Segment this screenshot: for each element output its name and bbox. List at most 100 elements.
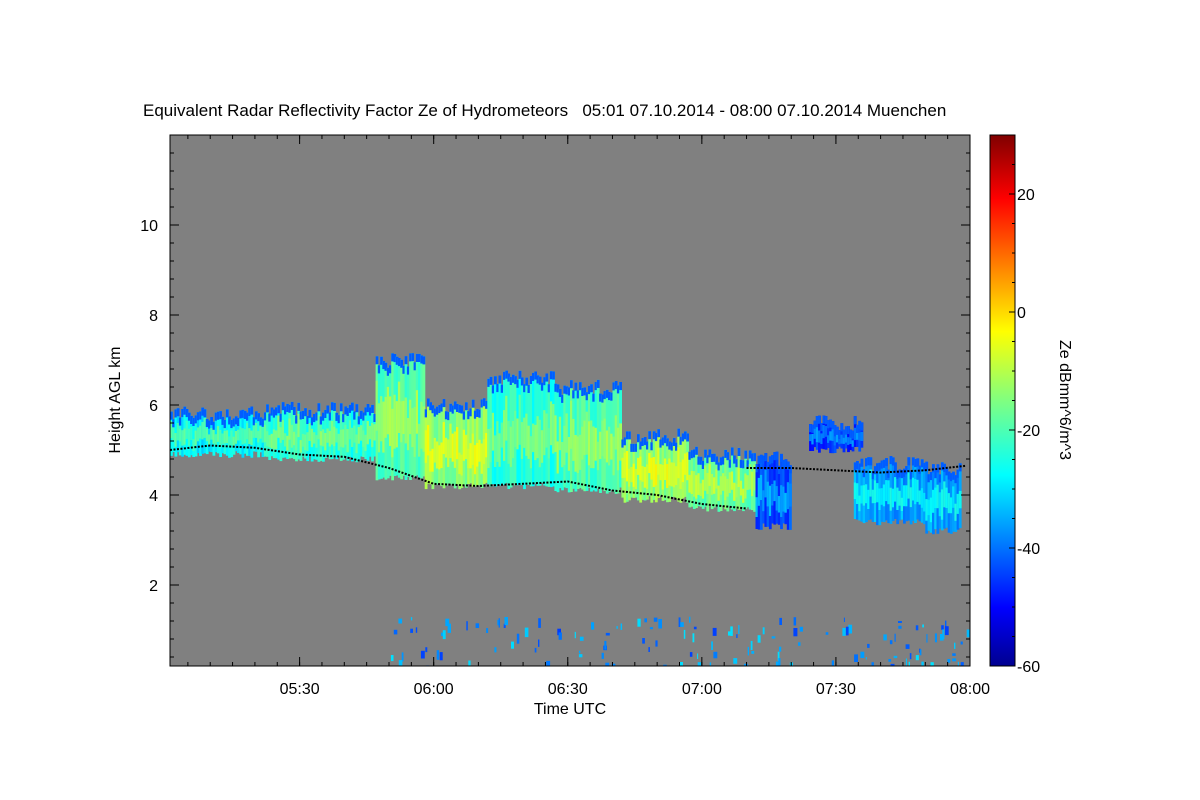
cloud-edge-cell [903, 468, 906, 477]
cloud-edge-cell [507, 373, 511, 382]
surface-echo [831, 660, 834, 666]
cloud-edge-cell [596, 379, 600, 388]
cloud-edge-cell [438, 405, 441, 414]
cloud-core-cell [907, 472, 911, 499]
cloud-edge-cell [406, 366, 410, 375]
surface-echo [393, 629, 398, 635]
cloud-core-cell [666, 464, 669, 488]
cloud-edge-cell [393, 354, 397, 363]
cloud-cell [232, 418, 236, 455]
surface-echo [538, 639, 540, 647]
cloud-edge-cell [869, 457, 873, 466]
cloud-core-cell [695, 475, 698, 499]
cloud-core-cell [701, 479, 705, 499]
cloud-cell [431, 405, 435, 490]
cloud-edge-cell [856, 424, 859, 433]
cloud-edge-cell [563, 385, 567, 394]
surface-echo [578, 654, 583, 658]
y-tick-label: 6 [149, 398, 158, 415]
cloud-core-cell [183, 428, 187, 445]
cloud-edge-cell [554, 383, 558, 392]
cloud-edge-cell [228, 416, 231, 425]
cloud-core-cell [201, 421, 205, 440]
cloud-core-cell [657, 447, 660, 475]
cloud-core-cell [708, 463, 712, 486]
cloud-core-cell [688, 474, 692, 493]
cloud-core-cell [873, 480, 877, 503]
cloud-core-cell [248, 428, 251, 444]
cloud-edge-cell [529, 375, 533, 384]
cloud-core-cell [418, 423, 421, 457]
cloud-core-cell [304, 434, 307, 450]
surface-echo [497, 619, 500, 626]
cloud-core-cell [641, 466, 645, 482]
cloud-region [375, 353, 426, 481]
cloud-edge-cell [567, 387, 571, 396]
cloud-core-cell [860, 485, 864, 504]
cloud-edge-cell [556, 384, 560, 393]
cloud-core-cell [272, 429, 276, 450]
cloud-core-cell [337, 433, 341, 451]
cloud-core-cell [809, 434, 812, 442]
cloud-core-cell [373, 424, 377, 441]
cloud-core-cell [757, 477, 761, 506]
cloud-edge-cell [259, 417, 263, 426]
cloud-edge-cell [257, 413, 260, 422]
cloud-core-cell [489, 428, 493, 463]
cloud-edge-cell [916, 458, 920, 467]
cloud-edge-cell [574, 382, 578, 391]
cloud-edge-cell [838, 430, 841, 439]
cloud-edge-cell [525, 377, 529, 386]
cloud-core-cell [221, 433, 225, 445]
cloud-core-cell [290, 424, 294, 448]
cloud-edge-cell [471, 399, 475, 408]
cloud-core-cell [759, 474, 763, 500]
cloud-core-cell [938, 492, 942, 517]
cloud-edge-cell [339, 403, 343, 412]
cloud-core-cell [755, 497, 759, 517]
cloud-edge-cell [822, 415, 826, 424]
cloud-core-cell [777, 496, 781, 513]
surface-echo [954, 642, 956, 649]
cloud-core-cell [746, 475, 750, 490]
cloud-edge-cell [695, 446, 698, 455]
title-time-range: 05:01 07.10.2014 - 08:00 07.10.2014 [582, 101, 862, 120]
cloud-core-cell [838, 438, 841, 445]
cloud-core-cell [540, 430, 544, 463]
cloud-region [170, 406, 265, 458]
surface-echo [494, 647, 497, 653]
cloud-edge-cell [728, 459, 732, 468]
title-location: Muenchen [867, 101, 946, 120]
cloud-core-cell [835, 433, 839, 443]
cloud-core-cell [927, 499, 931, 516]
cloud-edge-cell [809, 424, 812, 433]
cloud-region [263, 401, 377, 463]
cloud-edge-cell [641, 437, 645, 446]
cloud-edge-cell [232, 418, 236, 427]
cloud-core-cell [170, 421, 173, 439]
surface-echo [905, 644, 910, 649]
cloud-core-cell [784, 492, 788, 513]
surface-echo [778, 658, 781, 666]
cloud-edge-cell [583, 387, 587, 396]
cloud-edge-cell [491, 385, 495, 394]
cloud-edge-cell [634, 443, 638, 452]
cloud-core-cell [717, 485, 721, 501]
cloud-edge-cell [208, 420, 211, 429]
cloud-core-cell [516, 418, 520, 450]
cloud-edge-cell [404, 356, 408, 365]
cloud-edge-cell [623, 437, 627, 446]
cloud-core-cell [818, 430, 821, 443]
cloud-edge-cell [815, 416, 819, 425]
cloud-core-cell [851, 440, 855, 447]
cloud-core-cell [190, 426, 193, 440]
cloud-edge-cell [610, 392, 613, 401]
cloud-core-cell [462, 429, 466, 461]
cloud-edge-cell [364, 407, 368, 416]
cloud-core-cell [563, 425, 567, 465]
cloud-edge-cell [757, 455, 761, 464]
surface-echo [909, 653, 912, 660]
cloud-cell [364, 407, 368, 459]
cloud-core-cell [706, 473, 710, 494]
cloud-core-cell [614, 415, 618, 450]
